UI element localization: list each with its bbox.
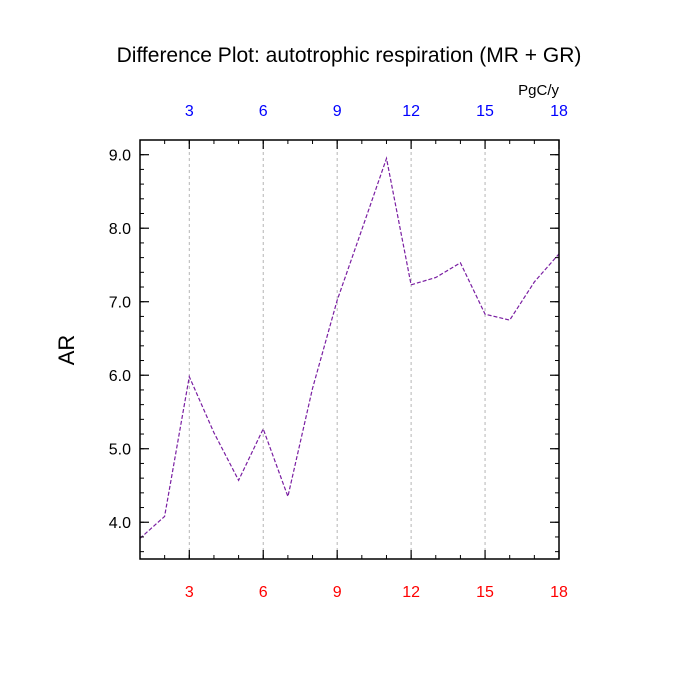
plot-frame [139,139,560,560]
x-tick-label-top: 9 [333,103,342,120]
series-line [139,156,560,539]
plot-marks [139,156,560,539]
x-tick-label-bottom: 9 [333,584,342,601]
x-tick-label-top: 18 [550,103,568,120]
x-tick-label-bottom: 15 [476,584,494,601]
y-tick-label: 8.0 [109,221,131,238]
x-tick-label-top: 15 [476,103,494,120]
y-tick-label: 6.0 [109,368,131,385]
x-tick-label-top: 6 [259,103,268,120]
y-tick-label: 5.0 [109,442,131,459]
x-tick-label-top: 12 [402,103,420,120]
x-tick-label-bottom: 12 [402,584,420,601]
x-tick-label-bottom: 3 [185,584,194,601]
x-tick-label-top: 3 [185,103,194,120]
x-tick-label-bottom: 18 [550,584,568,601]
y-tick-label: 4.0 [109,515,131,532]
y-tick-label: 9.0 [109,148,131,165]
y-axis-label: AR [54,335,79,366]
x-tick-label-bottom: 6 [259,584,268,601]
axis-ticks: 3 6 9 12 15 18 3 6 9 12 15 18 4.0 5.0 6.0 7.0 8.0 9.0 [109,103,568,601]
chart-title: Difference Plot: autotrophic respiration… [117,44,582,67]
top-axis-unit: PgC/y [518,82,559,99]
y-tick-label: 7.0 [109,295,131,312]
gridlines [188,140,560,559]
